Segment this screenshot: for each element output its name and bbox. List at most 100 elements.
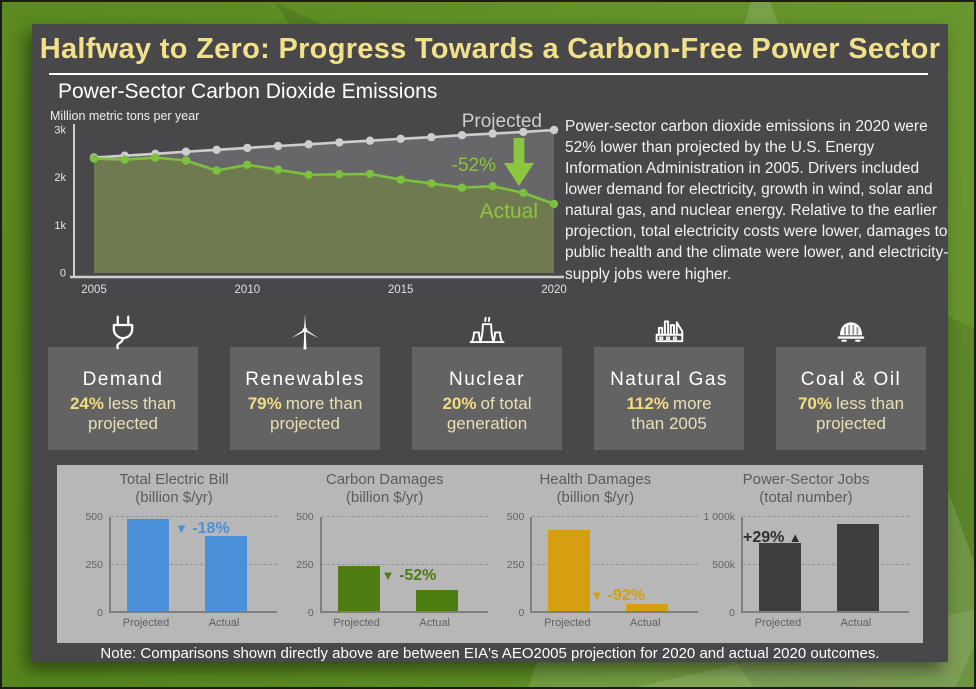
stat-value: 112%: [626, 394, 669, 413]
bar-chart-body: 500 250 0 ▼ -52%: [282, 511, 488, 619]
mini-chart-health-damages: Health Damages (billion $/yr) 500 250 0 ▼ -…: [492, 471, 699, 643]
emissions-line-chart: 0 1k 2k 3k 2005 2010 2015 2020 Projected -52% A…: [44, 102, 592, 302]
chart-subtitle: (billion $/yr): [135, 489, 213, 507]
coal-car-icon: [820, 301, 882, 363]
footnote: Note: Comparisons shown directly above a…: [100, 645, 880, 662]
stat-nuclear: Nuclear 20% of total generation: [412, 301, 562, 450]
stat-value: 24%: [69, 394, 104, 413]
stat-text: less than: [107, 394, 177, 413]
stat-label: Natural Gas: [610, 369, 728, 390]
mini-chart-electric-bill: Total Electric Bill (billion $/yr) 500 25…: [71, 471, 277, 643]
wind-turbine-icon: [274, 301, 336, 363]
bar-actual: [626, 603, 669, 611]
bar-plot-area: ▼ -92%: [530, 515, 699, 613]
up-triangle-icon: ▲: [788, 529, 802, 545]
down-triangle-icon: ▼: [381, 567, 395, 583]
comparison-charts-panel: Total Electric Bill (billion $/yr) 500 25…: [57, 465, 923, 643]
stat-demand: Demand 24% less than projected: [48, 301, 198, 450]
stat-text2: generation: [446, 414, 528, 433]
stat-text: of total: [480, 394, 532, 413]
svg-text:2005: 2005: [81, 284, 107, 296]
change-badge: ▼ -52%: [381, 566, 437, 584]
chart-title: Carbon Damages: [325, 471, 444, 488]
chart-title: Total Electric Bill: [119, 471, 229, 488]
bar-category-label: Projected: [544, 616, 591, 629]
actual-series-label: Actual: [479, 200, 538, 223]
emissions-chart-canvas: 0 1k 2k 3k 2005 2010 2015 2020: [44, 102, 592, 302]
page-title: Halfway to Zero: Progress Towards a Carb…: [39, 33, 941, 65]
mini-chart-carbon-damages: Carbon Damages (billion $/yr) 500 250 0 ▼ -…: [282, 471, 488, 643]
chart-title: Health Damages: [539, 471, 652, 488]
bar-category-label: Actual: [630, 616, 661, 629]
change-badge: ▼ -18%: [175, 519, 230, 537]
chart-subtitle: (billion $/yr): [345, 489, 424, 507]
title-divider: [49, 73, 928, 75]
svg-text:0: 0: [60, 268, 66, 280]
summary-paragraph: Power-sector carbon dioxide emissions in…: [565, 118, 949, 283]
stat-text: less than: [835, 394, 905, 413]
down-triangle-icon: ▼: [590, 587, 604, 603]
stat-text2: projected: [816, 414, 886, 433]
bar-category-label: Projected: [122, 616, 170, 629]
chart-subtitle: (total number): [759, 489, 853, 507]
stat-text2: projected: [88, 414, 158, 433]
factory-icon: [638, 301, 700, 363]
chart-subtitle: (billion $/yr): [556, 489, 635, 507]
stat-text2: projected: [270, 414, 340, 433]
stat-text: more than: [285, 394, 363, 413]
bar-chart-body: 500 250 0 ▼ -18%: [71, 511, 277, 619]
stat-box: Demand 24% less than projected: [48, 347, 198, 450]
mini-chart-power-sector-jobs: Power-Sector Jobs (total number) 1 000k 5…: [703, 471, 909, 643]
bar-actual: [836, 523, 879, 611]
percent-change-annotation: -52%: [451, 155, 496, 176]
bar-category-label: Actual: [840, 616, 872, 629]
svg-text:2020: 2020: [541, 284, 567, 296]
svg-text:3k: 3k: [54, 125, 66, 137]
svg-text:1k: 1k: [54, 220, 66, 232]
stat-box: Nuclear 20% of total generation: [412, 347, 562, 450]
stat-box: Natural Gas 112% more than 2005: [594, 347, 744, 450]
stat-box: Renewables 79% more than projected: [230, 347, 380, 450]
bar-category-label: Projected: [754, 616, 802, 629]
bar-actual: [415, 589, 458, 611]
stat-label: Demand: [82, 369, 164, 390]
stat-renewables: Renewables 79% more than projected: [230, 301, 380, 450]
svg-text:2k: 2k: [54, 172, 66, 184]
bar-category-label: Actual: [208, 616, 240, 629]
stat-box: Coal & Oil 70% less than projected: [776, 347, 926, 450]
bar-plot-area: ▼ -18%: [109, 515, 277, 613]
bar-plot-area: +29% ▲: [740, 515, 909, 613]
change-badge: ▼ -92%: [590, 586, 645, 604]
bar-projected: [758, 543, 801, 611]
stat-label: Coal & Oil: [800, 369, 902, 390]
plug-icon: [92, 301, 154, 363]
bar-plot-area: ▼ -52%: [319, 515, 488, 613]
bar-actual: [205, 535, 247, 611]
chart-section-title: Power-Sector Carbon Dioxide Emissions: [58, 80, 438, 103]
stat-text2: than 2005: [631, 414, 707, 433]
stat-value: 79%: [247, 394, 282, 413]
stat-label: Nuclear: [449, 369, 525, 390]
svg-text:2015: 2015: [388, 284, 414, 296]
emissions-chart-ylabel: Million metric tons per year: [50, 109, 200, 123]
stat-value: 70%: [797, 394, 832, 413]
main-panel: Halfway to Zero: Progress Towards a Carb…: [32, 24, 948, 662]
stat-label: Renewables: [245, 369, 365, 390]
stat-coal-oil: Coal & Oil 70% less than projected: [776, 301, 926, 450]
bar-category-label: Projected: [333, 616, 380, 629]
bar-chart-body: 500 250 0 ▼ -92%: [492, 511, 699, 619]
projected-series-label: Projected: [461, 111, 542, 132]
down-triangle-icon: ▼: [175, 520, 188, 536]
chart-title: Power-Sector Jobs: [742, 471, 870, 488]
svg-text:2010: 2010: [235, 284, 261, 296]
bar-projected: [127, 519, 169, 611]
change-badge: +29% ▲: [742, 528, 802, 546]
stat-value: 20%: [442, 394, 477, 413]
stat-text: more: [672, 394, 712, 413]
bar-category-label: Actual: [419, 616, 450, 629]
bar-projected: [337, 566, 380, 611]
stat-natural-gas: Natural Gas 112% more than 2005: [594, 301, 744, 450]
bar-chart-body: 1 000k 500k 0 +29% ▲: [703, 511, 909, 619]
cooling-tower-icon: [456, 301, 518, 363]
